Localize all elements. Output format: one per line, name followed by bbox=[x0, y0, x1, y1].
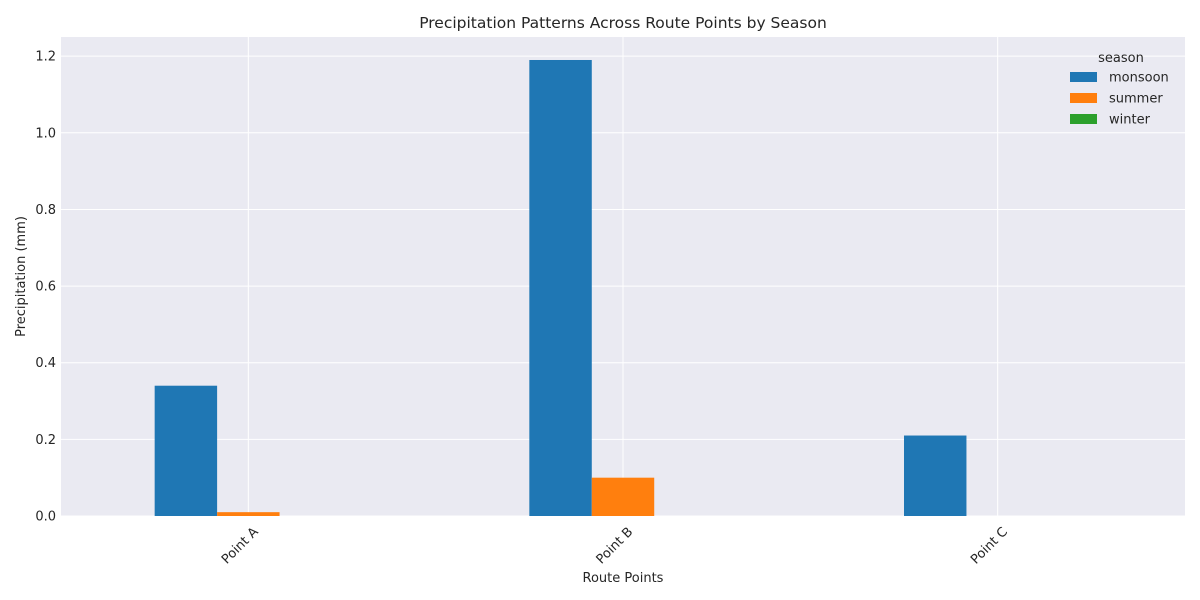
legend: season monsoon summer winter bbox=[1070, 51, 1169, 128]
y-tick-label: 1.0 bbox=[35, 126, 56, 141]
legend-label-winter: winter bbox=[1109, 113, 1151, 128]
legend-swatch-monsoon bbox=[1070, 72, 1097, 82]
legend-label-monsoon: monsoon bbox=[1109, 71, 1169, 86]
bar-monsoon-point-c bbox=[904, 435, 967, 516]
bar-monsoon-point-b bbox=[529, 59, 592, 516]
y-tick-label: 0.2 bbox=[35, 433, 56, 448]
y-axis-title: Precipitation (mm) bbox=[14, 216, 29, 337]
chart-title: Precipitation Patterns Across Route Poin… bbox=[419, 14, 827, 32]
y-tick-labels: 0.0 0.2 0.4 0.6 0.8 1.0 1.2 bbox=[35, 50, 56, 525]
y-tick-label: 0.6 bbox=[35, 280, 56, 295]
legend-items: monsoon summer winter bbox=[1070, 71, 1169, 128]
x-tick-label: Point A bbox=[219, 525, 262, 568]
x-tick-label: Point B bbox=[594, 525, 637, 568]
y-tick-label: 1.2 bbox=[35, 50, 56, 65]
legend-label-summer: summer bbox=[1109, 92, 1163, 107]
y-tick-label: 0.8 bbox=[35, 203, 56, 218]
legend-swatch-summer bbox=[1070, 93, 1097, 103]
legend-swatch-winter bbox=[1070, 114, 1097, 124]
bar-summer-point-b bbox=[591, 477, 655, 516]
y-tick-label: 0.4 bbox=[35, 356, 56, 371]
y-tick-label: 0.0 bbox=[35, 510, 56, 525]
bar-summer-point-a bbox=[217, 512, 280, 516]
x-axis-title: Route Points bbox=[583, 571, 664, 586]
bars bbox=[154, 59, 967, 516]
grid-lines bbox=[61, 37, 1185, 517]
x-tick-label: Point C bbox=[968, 525, 1011, 568]
bar-monsoon-point-a bbox=[154, 385, 218, 516]
legend-title: season bbox=[1098, 51, 1144, 66]
x-tick-labels: Point A Point B Point C bbox=[219, 525, 1011, 568]
